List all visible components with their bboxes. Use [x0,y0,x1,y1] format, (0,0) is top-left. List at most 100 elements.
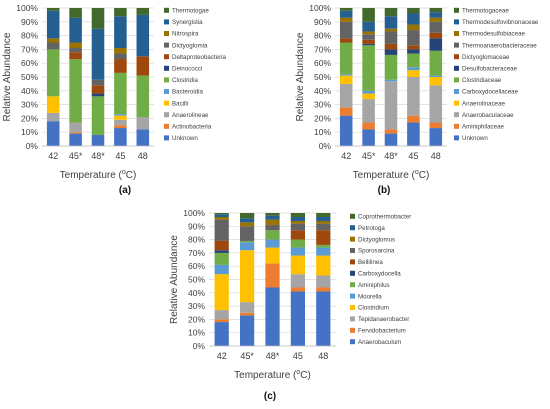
bar-segment-deltaproteobacteria [114,59,127,73]
bar-segment-tepidanaerobacter [316,275,331,288]
bar-segment-unknown [46,121,60,146]
bar-segment-nitrospira [46,38,60,43]
bar-segment-tepidanaerobacter [239,302,255,313]
bar-segment-tepidanaerobacter [290,274,306,288]
legend-swatch-deinococci [164,65,169,71]
bar-segment-unknown [339,115,353,146]
legend-label-fervidobacterium: Fervidobacterium [358,328,406,335]
x-axis-title: Temperature (oC) [60,169,137,181]
bar-segment-coprothermobacter [290,213,306,217]
bar-segment-moorella [265,239,280,248]
legend-label-petrotoga: Petrotoga [358,225,385,232]
y-tick-label: 90% [21,17,38,27]
bar-segment-fervidobacterium [316,287,331,292]
y-tick-label: 90% [188,221,205,231]
bar-segment-moorella [316,247,331,256]
bar-segment-desulfobacteraceae [407,49,420,54]
bar-segment-clostridiaceae [407,53,420,68]
legend-swatch-aminiphilus [350,282,355,288]
bar-segment-thermodesulfovibrionaceae [429,12,443,18]
bar-segment-aminiphilus [265,230,280,240]
bar-segment-clostridia [91,96,105,135]
bar-segment-anaerolineae [46,112,60,122]
y-tick-label: 40% [314,86,331,96]
bar-segment-carboxydocellaceae [429,75,443,77]
y-tick-label: 70% [314,44,331,54]
x-axis-title-main: Temperature ( [60,170,123,181]
legend-swatch-thermotogaceae [454,7,459,13]
x-axis-title: Temperature (oC) [234,369,311,381]
x-tick-label: 42 [48,151,58,161]
panel-label-c: (c) [264,391,276,402]
bar-segment-dictyoglomia [46,42,60,50]
bar-segment-clostridium [290,255,306,275]
bar-segment-carboxydocellaceae [362,90,375,94]
y-tick-label: 60% [21,58,38,68]
legend-swatch-dictyoglomaceae [454,54,459,60]
y-tick-label: 30% [21,100,38,110]
bar-segment-thermodesulfovibrionaceae [362,21,375,32]
bar-segment-clostridiaceae [429,50,443,76]
bar-segment-clostridium [214,274,229,311]
bar-segment-bacteroidia [114,114,127,116]
legend-swatch-carboxydocella [350,270,355,276]
legend-swatch-bacteroidia [164,89,169,94]
bar-segment-unknown [91,134,105,146]
bar-segment-sporosarcina [214,219,229,241]
legend-label-desulfobacteraceae: Desulfobacteraceae [462,66,518,73]
legend-swatch-moorella [350,293,355,299]
y-tick-label: 100% [16,3,38,13]
x-axis-title-unit: o [415,169,419,176]
bar-segment-anaerobaculaceae [339,83,353,108]
chart-panel-b: 0% 10% 20% 30% 40% 50% 60% 70% 80% 90% 100% 42 45* 48… [295,3,539,196]
bar-segment-aminiphilaceae [384,129,398,134]
legend-swatch-thermoanaerobacteraceae [454,42,459,48]
bar-segment-fervidobacterium [290,287,306,292]
bar-segment-aminiphilaceae [429,122,443,129]
bar-segment-aminiphilus [316,244,331,248]
legend-swatch-anaerobaculaceae [454,112,459,118]
bar-segment-moorella [290,247,306,256]
legend-label-unknown: Unknown [172,135,198,142]
y-tick-label: 50% [21,72,38,82]
bar-segment-aminiphilaceae [407,115,420,123]
bar-segment-petrotoga [316,216,331,221]
bar-segment-thermotogaceae [429,8,443,13]
legend-swatch-aminiphilaceae [454,123,459,129]
y-tick-label: 80% [314,31,331,41]
chart-panel-a: 0% 10% 20% 30% 40% 50% 60% 70% 80% 90% 100% 42 45* 48… [2,3,227,196]
bar-segment-synergistia [136,14,150,57]
x-axis-title-end: C) [419,170,430,181]
bar-segment-thermoanaerobacteraceae [429,21,443,33]
legend-swatch-actinobacteria [164,123,169,129]
legend-swatch-deltaproteobacteria [164,54,169,60]
legend-swatch-bellilinea [350,259,355,265]
bar-segment-coprothermobacter [316,213,331,217]
bar-segment-anaerobaculaceae [384,81,398,130]
bar-segment-aminiphilaceae [339,107,353,116]
bar-segment-anaerolinaceae [339,75,353,84]
y-tick-label: 60% [188,261,205,271]
bar-segment-unknown [407,122,420,146]
legend-label-carboxydocella: Carboxydocella [358,271,401,278]
legend-label-thermodesulfobiaceae: Thermodesulfobiaceae [462,31,526,38]
bar-segment-clostridium [239,250,255,303]
bar-segment-dictyoglomus [214,216,229,220]
bar-segment-anaerolinaceae [407,70,420,77]
bar-segment-thermodesulfobiaceae [339,17,353,22]
bar-segment-fervidobacterium [214,319,229,323]
legend-label-synergistia: Synergistia [172,19,203,26]
y-tick-label: 70% [188,248,205,258]
y-tick-label: 10% [188,328,205,338]
legend-label-clostridiaceae: Clostridiaceae [462,77,502,84]
x-tick-label: 45 [408,151,418,161]
bar-segment-thermodesulfobiaceae [429,17,443,22]
y-tick-label: 100% [183,208,205,218]
x-tick-label: 48 [431,151,441,161]
x-tick-label: 42 [217,351,227,361]
y-tick-label: 0% [26,141,39,151]
x-tick-label: 45* [362,151,376,161]
legend-label-anaerolinaceae: Anaerolinaceae [462,100,506,107]
bar-segment-dictyoglomia [69,48,82,53]
